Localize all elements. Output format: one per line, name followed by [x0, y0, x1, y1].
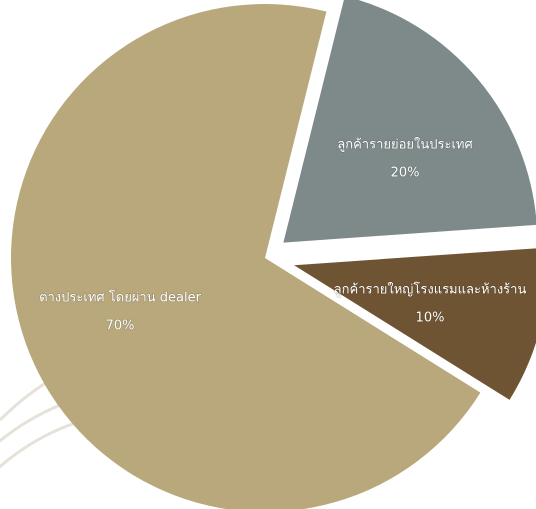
pie-slice [283, 0, 536, 243]
pie-labels: ต่างประเทศ โดยผ่าน dealer 70% ลูกค้ารายย่อ… [38, 136, 527, 334]
slice-value-label: 20% [391, 166, 420, 181]
slice-label: ลูกค้ารายใหญ่โรงแรมและห้างร้าน [334, 282, 527, 298]
pie [11, 0, 536, 509]
slice-label: ลูกค้ารายย่อยในประเทศ [337, 137, 473, 153]
pie-slice [11, 4, 481, 509]
slice-label: ต่างประเทศ โดยผ่าน dealer [39, 290, 202, 306]
slice-value-label: 70% [106, 319, 135, 334]
pie-slice [294, 248, 536, 400]
slice-value-label: 10% [416, 311, 445, 326]
